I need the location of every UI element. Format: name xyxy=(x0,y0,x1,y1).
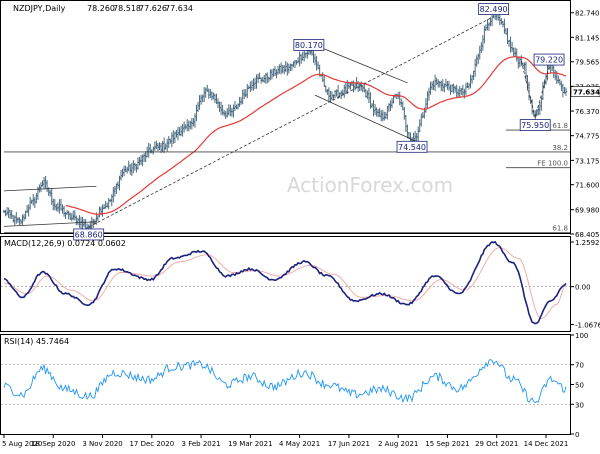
swing-label: 74.540 xyxy=(396,140,428,153)
last-price-label: 77.634 xyxy=(573,89,600,97)
swing-label: 82.490 xyxy=(478,3,510,15)
low-value: 77.626 xyxy=(139,4,167,13)
rsi-line xyxy=(3,358,567,404)
price-y-tick-label: 74.775 xyxy=(575,133,600,141)
x-tick-label: 18 Sep 2020 xyxy=(31,440,75,448)
price-title: NZDJPY,Daily 78.260 78.518 77.626 77.634 xyxy=(13,4,193,13)
rsi-y-tick-label: 100 xyxy=(575,332,588,340)
swing-label: 80.170 xyxy=(293,39,325,51)
ema-line xyxy=(65,56,567,215)
price-y-tick-label: 82.740 xyxy=(575,10,600,18)
price-y-tick-label: 73.175 xyxy=(575,157,600,165)
trend-line xyxy=(3,221,97,227)
svg-text:79.220: 79.220 xyxy=(535,56,563,65)
fib-level-label: 61.8 xyxy=(552,225,568,233)
macd-y-tick-label: 0.00 xyxy=(575,284,591,292)
price-y-tick-label: 79.565 xyxy=(575,59,600,67)
rsi-y-tick-label: 50 xyxy=(575,382,584,390)
trend-line xyxy=(314,94,420,144)
rsi-y-tick-label: 70 xyxy=(575,362,584,370)
x-tick-label: 19 Mar 2021 xyxy=(228,440,272,448)
svg-text:74.540: 74.540 xyxy=(398,143,426,152)
x-tick-label: 17 Jun 2021 xyxy=(328,440,370,448)
swing-label: 75.950 xyxy=(519,119,551,131)
x-tick-label: 3 Feb 2021 xyxy=(182,440,221,448)
svg-text:82.490: 82.490 xyxy=(480,5,508,14)
x-tick-label: 5 Aug 2020 xyxy=(2,440,42,448)
last-price-marker xyxy=(570,86,600,97)
svg-text:75.950: 75.950 xyxy=(521,121,549,130)
macd-y-tick-label: -1.0676 xyxy=(575,322,600,330)
trend-line xyxy=(308,42,408,84)
trend-line xyxy=(3,185,97,192)
macd-line xyxy=(3,240,567,325)
rsi-y-tick-label: 30 xyxy=(575,401,584,409)
x-tick-label: 17 Dec 2020 xyxy=(129,440,174,448)
price-y-tick-label: 76.370 xyxy=(575,108,600,116)
high-value: 78.518 xyxy=(113,4,141,13)
projection-line xyxy=(88,16,494,228)
fib-level-label: FE 100.0 xyxy=(537,160,568,168)
fib-level-label: FE 61.8 xyxy=(542,122,568,130)
signal-line xyxy=(3,247,567,320)
projection-line xyxy=(534,66,550,118)
fib-level-label: 38.2 xyxy=(552,144,568,152)
x-tick-label: 3 Nov 2020 xyxy=(82,440,122,448)
macd-title: MACD(12,26,9) 0.0724 0.0602 xyxy=(4,239,126,248)
price-pane xyxy=(0,0,571,234)
x-tick-label: 15 Sep 2021 xyxy=(425,440,469,448)
price-y-tick-label: 81.145 xyxy=(575,34,600,42)
macd-y-tick-label: 1.2592 xyxy=(575,239,600,247)
x-tick-label: 4 May 2021 xyxy=(279,440,320,448)
macd-pane xyxy=(0,236,571,332)
rsi-y-tick-label: 0 xyxy=(575,431,579,439)
x-tick-label: 2 Aug 2021 xyxy=(378,440,418,448)
rsi-title: RSI(14) 45.7464 xyxy=(4,337,69,346)
price-y-tick-label: 71.600 xyxy=(575,182,600,190)
swing-label: 68.860 xyxy=(73,228,105,241)
price-y-tick-label: 68.405 xyxy=(575,231,600,239)
open-value: 78.260 xyxy=(87,4,115,13)
swing-label: 79.220 xyxy=(533,53,565,66)
svg-text:80.170: 80.170 xyxy=(295,41,323,50)
close-value: 77.634 xyxy=(165,4,193,13)
watermark: ActionForex.com xyxy=(287,173,453,197)
svg-text:68.860: 68.860 xyxy=(75,230,103,239)
price-y-tick-label: 69.980 xyxy=(575,207,600,215)
x-tick-label: 14 Dec 2021 xyxy=(524,440,569,448)
x-tick-label: 29 Oct 2021 xyxy=(475,440,518,448)
ohlc-bar xyxy=(564,87,568,96)
symbol-title: NZDJPY,Daily xyxy=(13,4,66,13)
